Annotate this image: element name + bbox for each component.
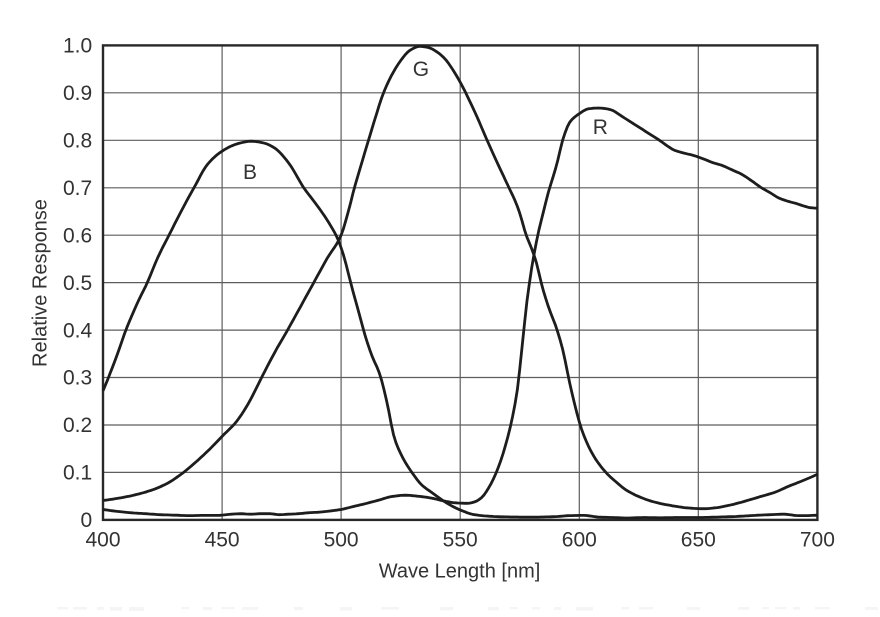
svg-text:R: R [593, 116, 608, 139]
svg-text:0.3: 0.3 [63, 367, 92, 390]
svg-text:600: 600 [562, 529, 597, 552]
svg-text:0.1: 0.1 [63, 462, 92, 485]
svg-text:0.2: 0.2 [63, 414, 92, 437]
svg-text:B: B [243, 161, 257, 184]
svg-text:Relative Response: Relative Response [29, 199, 51, 367]
svg-text:450: 450 [205, 529, 240, 552]
svg-text:700: 700 [800, 529, 835, 552]
svg-text:0.7: 0.7 [63, 177, 92, 200]
svg-text:1.0: 1.0 [63, 35, 92, 58]
svg-text:0.6: 0.6 [63, 224, 92, 247]
svg-text:400: 400 [85, 529, 120, 552]
svg-text:0.5: 0.5 [63, 272, 92, 295]
svg-text:550: 550 [443, 529, 478, 552]
svg-text:0: 0 [81, 509, 93, 532]
svg-text:0.9: 0.9 [63, 82, 92, 105]
svg-text:0.8: 0.8 [63, 130, 92, 153]
svg-text:G: G [413, 58, 429, 81]
svg-text:0.4: 0.4 [63, 319, 93, 342]
svg-text:500: 500 [324, 529, 359, 552]
svg-text:650: 650 [681, 529, 716, 552]
svg-text:Wave Length [nm]: Wave Length [nm] [379, 561, 541, 583]
